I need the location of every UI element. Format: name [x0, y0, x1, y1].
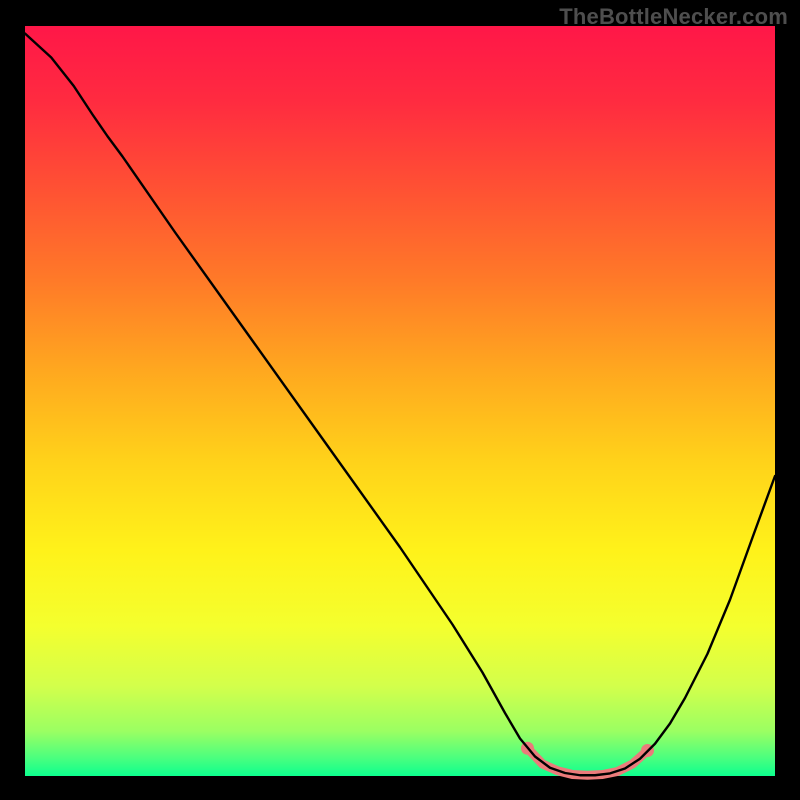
chart-container: TheBottleNecker.com [0, 0, 800, 800]
plot-svg [0, 0, 800, 800]
plot-background [25, 26, 775, 776]
